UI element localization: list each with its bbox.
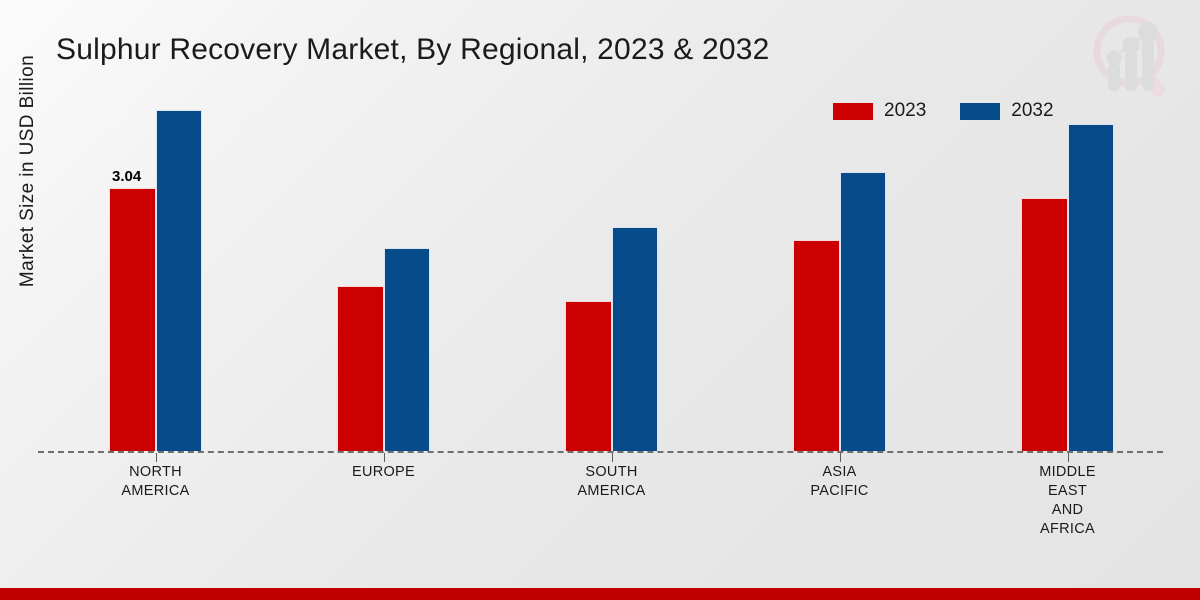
bar-value-label: 3.04 xyxy=(112,168,142,186)
x-axis-label-asia-pacific: ASIA PACIFIC xyxy=(810,464,869,499)
legend-swatch-2023 xyxy=(833,102,873,120)
bar-2023-europe[interactable] xyxy=(337,285,384,451)
footer-accent-bar xyxy=(0,588,1200,600)
bar-2032-middle-east-and-africa[interactable] xyxy=(1067,124,1114,451)
x-axis-tick xyxy=(1067,453,1069,462)
bar-2032-south-america[interactable] xyxy=(611,226,658,451)
legend-label-2023: 2023 xyxy=(884,100,927,121)
x-axis-tick xyxy=(611,453,613,462)
legend-item-2032[interactable]: 2032 xyxy=(960,100,1054,122)
x-axis-label-north-america: NORTH AMERICA xyxy=(121,464,190,499)
legend-swatch-2032 xyxy=(960,102,1001,120)
bar-2023-asia-pacific[interactable] xyxy=(793,239,840,451)
bar-2032-north-america[interactable] xyxy=(155,110,202,451)
bar-2023-north-america[interactable] xyxy=(109,188,156,451)
x-axis-label-middle-east-and-africa: MIDDLE EAST AND AFRICA xyxy=(1039,464,1096,537)
x-axis-label-south-america: SOUTH AMERICA xyxy=(577,464,646,499)
magnifier-bar-chart-logo-icon xyxy=(1084,8,1180,100)
x-axis-tick xyxy=(155,453,157,462)
chart-legend: 2023 2032 xyxy=(833,100,1054,122)
legend-item-2023[interactable]: 2023 xyxy=(833,100,926,122)
x-axis-baseline xyxy=(38,451,1163,453)
bar-2023-middle-east-and-africa[interactable] xyxy=(1021,197,1068,451)
plot-area: 3.04 xyxy=(38,110,1163,462)
x-axis-tick xyxy=(839,453,841,462)
page-title: Sulphur Recovery Market, By Regional, 20… xyxy=(56,33,770,66)
bar-2032-asia-pacific[interactable] xyxy=(839,172,886,451)
bar-2032-europe[interactable] xyxy=(383,247,430,451)
x-axis-tick xyxy=(383,453,385,462)
bar-2023-south-america[interactable] xyxy=(565,301,612,451)
legend-label-2032: 2032 xyxy=(1011,100,1054,121)
x-axis-label-europe: EUROPE xyxy=(351,464,416,480)
